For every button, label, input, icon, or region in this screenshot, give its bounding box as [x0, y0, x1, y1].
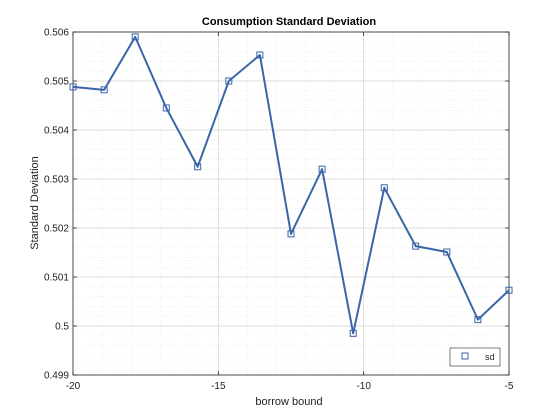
series-line-sd	[72, 35, 510, 335]
y-tick-label: 0.501	[44, 273, 69, 284]
data-point-marker	[443, 248, 451, 256]
legend-marker-icon	[461, 352, 469, 360]
data-point-marker	[194, 163, 202, 171]
y-tick-label: 0.506	[44, 28, 69, 39]
data-point-marker	[287, 230, 295, 238]
y-axis-label: Standard Deviation	[29, 156, 41, 250]
y-tick-label: 0.5	[55, 322, 69, 333]
plot-area	[73, 32, 509, 375]
y-tick-label: 0.499	[44, 371, 69, 382]
x-tick-label: -20	[66, 381, 81, 392]
x-tick-label: -15	[211, 381, 226, 392]
chart-title: Consumption Standard Deviation	[202, 16, 376, 28]
data-point-marker	[131, 33, 139, 41]
data-point-marker	[162, 104, 170, 112]
y-tick-label: 0.504	[44, 126, 69, 137]
series-layer	[69, 33, 513, 337]
tick-labels: -20 -15 -10 -5 0.499 0.5 0.501 0.502 0.503 0.504 0…	[44, 28, 514, 393]
y-tick-label: 0.502	[44, 224, 69, 235]
data-point-marker	[380, 184, 388, 192]
legend-entry-sd: sd	[485, 352, 495, 362]
y-tick-label: 0.503	[44, 175, 69, 186]
data-point-marker	[505, 286, 513, 294]
legend: sd	[449, 347, 501, 367]
data-point-marker	[318, 165, 326, 173]
data-point-marker	[100, 86, 108, 94]
plot-frame	[72, 31, 510, 376]
x-tick-label: -10	[356, 381, 371, 392]
x-tick-label: -5	[505, 381, 514, 392]
data-point-marker	[349, 329, 357, 337]
y-tick-label: 0.505	[44, 77, 69, 88]
data-point-marker	[69, 83, 77, 91]
data-point-marker	[256, 51, 264, 59]
x-axis-label: borrow bound	[255, 396, 322, 408]
data-point-marker	[225, 77, 233, 85]
axis-ticks	[72, 31, 510, 376]
data-point-marker	[412, 242, 420, 250]
data-point-marker	[474, 316, 482, 324]
